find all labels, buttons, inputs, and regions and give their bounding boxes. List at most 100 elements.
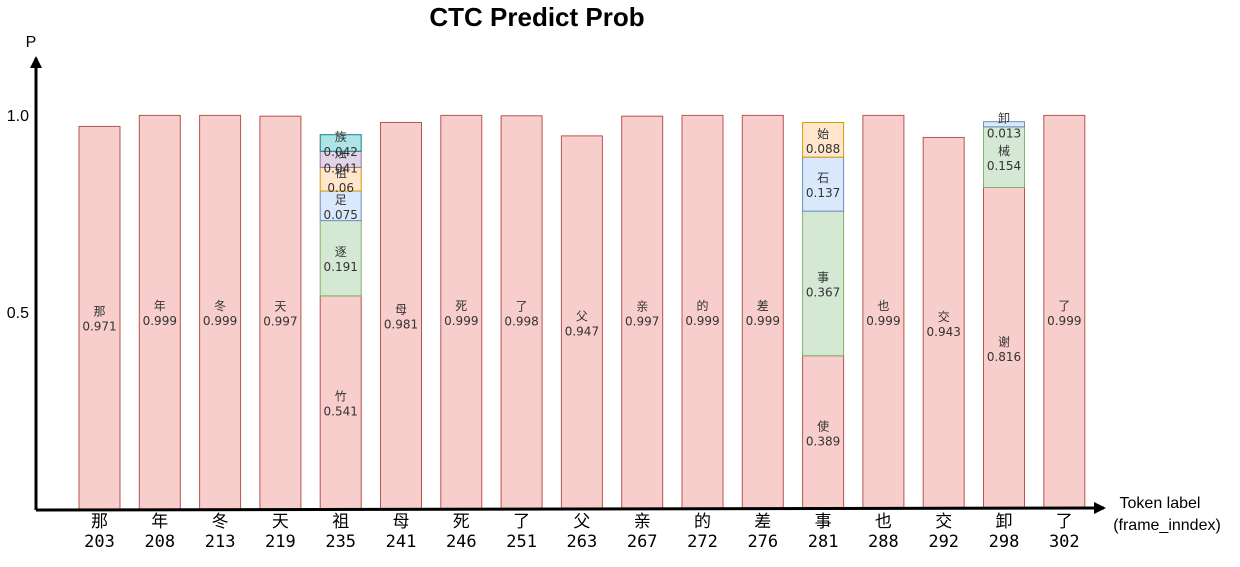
bar-stack: 年0.999 <box>138 114 181 510</box>
segment-prob-label: 0.816 <box>987 350 1021 364</box>
x-category-token: 父 <box>573 512 590 532</box>
x-category-frame-index: 246 <box>446 532 477 552</box>
bar-segment <box>199 114 242 510</box>
bar-stack: 谢0.816 械0.154 卸0.013 <box>983 110 1025 510</box>
x-category-token: 交 <box>935 512 952 532</box>
y-tick-label: 1.0 <box>7 108 29 125</box>
bar-segment <box>862 114 905 510</box>
bar-segment <box>380 121 422 510</box>
bar-segment <box>259 115 302 510</box>
segment-prob-label: 0.999 <box>866 314 900 328</box>
x-category-frame-index: 241 <box>386 532 417 552</box>
x-category-token: 亲 <box>634 512 651 532</box>
segment-prob-label: 0.947 <box>565 324 599 338</box>
bar-segment <box>319 134 362 152</box>
segment-prob-label: 0.06 <box>327 181 354 195</box>
segment-token-label: 祖 <box>335 165 347 180</box>
bar-stack: 那0.971 <box>78 125 121 510</box>
x-category-frame-index: 302 <box>1049 532 1080 552</box>
x-category-frame-index: 272 <box>687 532 718 552</box>
x-category-frame-index: 213 <box>205 532 236 552</box>
x-category-token: 那 <box>91 512 108 532</box>
segment-prob-label: 0.943 <box>927 325 961 339</box>
x-category-token: 了 <box>1056 512 1073 532</box>
x-category-token: 的 <box>694 512 711 532</box>
bar-stack: 死0.999 <box>440 114 483 510</box>
chart-title: CTC Predict Prob <box>429 2 644 32</box>
x-category-frame-index: 263 <box>567 532 598 552</box>
bar-stack: 天0.997 <box>259 115 302 510</box>
segment-token-label: 冬 <box>214 298 226 313</box>
segment-token-label: 也 <box>877 299 889 313</box>
segment-prob-label: 0.998 <box>504 314 538 328</box>
segment-token-label: 使 <box>817 418 829 433</box>
segment-prob-label: 0.367 <box>806 285 840 299</box>
x-category-token: 卸 <box>996 512 1013 532</box>
bar-stack: 也0.999 <box>862 114 905 510</box>
segment-token-label: 死 <box>455 299 467 313</box>
x-category-frame-index: 267 <box>627 532 658 552</box>
bar-segment <box>319 190 362 222</box>
segment-token-label: 卸 <box>998 110 1010 125</box>
x-category-frame-index: 288 <box>868 532 899 552</box>
bar-stack: 差0.999 <box>741 114 784 510</box>
segment-token-label: 交 <box>938 309 950 324</box>
bar-stack: 的0.999 <box>681 114 724 510</box>
segment-prob-label: 0.075 <box>324 208 358 222</box>
bar-segment <box>500 115 543 510</box>
segment-prob-label: 0.541 <box>324 404 358 418</box>
segment-token-label: 了 <box>1058 299 1070 313</box>
bar-stack: 冬0.999 <box>199 114 242 510</box>
segment-prob-label: 0.088 <box>806 142 840 156</box>
x-category-frame-index: 208 <box>144 532 175 552</box>
segment-prob-label: 0.154 <box>987 159 1021 173</box>
y-ticks: 1.0 0.5 <box>7 108 29 322</box>
bar-segment <box>560 135 603 510</box>
bar-segment <box>78 125 121 510</box>
bar-stack: 交0.943 <box>922 136 965 510</box>
bar-stack: 使0.389 事0.367 石0.137 始0.088 <box>802 121 845 510</box>
bar-stack: 了0.998 <box>500 115 543 510</box>
segment-token-label: 那 <box>93 305 105 319</box>
segment-prob-label: 0.137 <box>806 186 840 200</box>
segment-token-label: 械 <box>998 143 1010 158</box>
x-category-frame-index: 203 <box>84 532 115 552</box>
segment-prob-label: 0.999 <box>444 314 478 328</box>
segment-token-label: 足 <box>335 193 347 207</box>
bars-layer: 那0.971年0.999冬0.999天0.997竹0.541逐0.191足0.0… <box>78 110 1086 510</box>
x-axis-label-line-1: Token label <box>1120 495 1201 512</box>
bar-stack: 父0.947 <box>560 135 603 510</box>
x-category-token: 了 <box>513 512 530 532</box>
segment-token-label: 了 <box>516 299 528 313</box>
segment-token-label: 母 <box>395 303 407 317</box>
x-category-frame-index: 276 <box>747 532 778 552</box>
segment-prob-label: 0.997 <box>263 315 297 329</box>
bar-segment <box>922 136 965 510</box>
bar-segment <box>440 114 483 510</box>
x-category-token: 母 <box>393 512 410 532</box>
bar-segment <box>983 121 1025 128</box>
bar-segment <box>802 156 845 212</box>
y-tick-label: 0.5 <box>7 305 29 322</box>
x-category-frame-index: 292 <box>928 532 959 552</box>
segment-token-label: 的 <box>696 298 708 313</box>
x-category-frame-index: 298 <box>989 532 1020 552</box>
segment-token-label: 逐 <box>335 245 347 259</box>
segment-prob-label: 0.971 <box>82 320 116 334</box>
segment-prob-label: 0.999 <box>203 314 237 328</box>
segment-prob-label: 0.999 <box>143 314 177 328</box>
segment-token-label: 事 <box>817 270 829 284</box>
x-axis-label-line-2: (frame_inndex) <box>1113 517 1221 534</box>
segment-prob-label: 0.999 <box>1047 314 1081 328</box>
x-category-token: 冬 <box>212 512 229 532</box>
x-category-token: 天 <box>272 512 289 532</box>
segment-token-label: 父 <box>576 309 588 323</box>
segment-token-label: 年 <box>154 299 166 313</box>
bar-segment <box>621 115 664 510</box>
x-category-frame-index: 281 <box>808 532 839 552</box>
bar-segment <box>802 210 845 357</box>
bar-segment <box>802 121 845 158</box>
x-category-token: 事 <box>815 512 832 532</box>
